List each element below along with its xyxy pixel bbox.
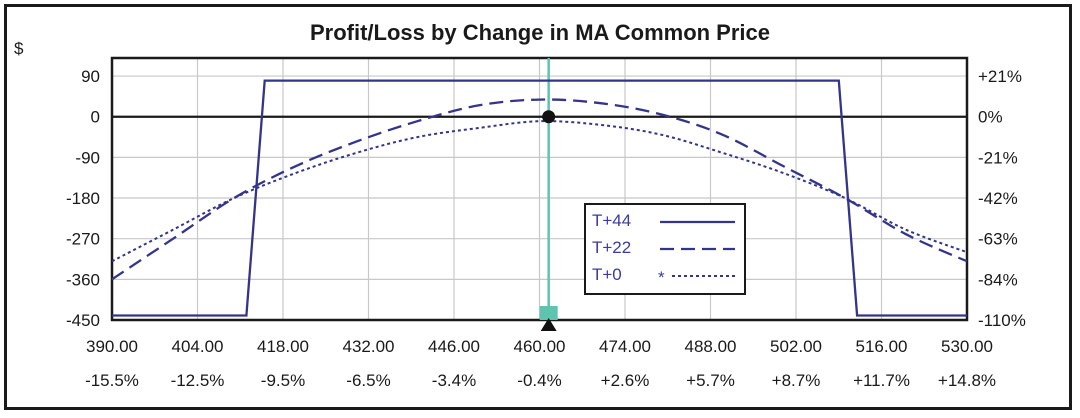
y-tick-pct-label: -42% [978,189,1018,208]
series-layer [111,58,968,320]
grid-layer [111,58,968,321]
x-tick-pct-label: -0.4% [517,371,561,390]
x-tick-pct-label: -12.5% [171,371,225,390]
x-tick-label: 530.00 [941,337,993,356]
x-tick-label: 516.00 [856,337,908,356]
y-tick-label: -360 [66,270,100,289]
x-tick-pct-label: +2.6% [601,371,650,390]
x-tick-pct-label: +5.7% [686,371,735,390]
y-tick-label: -450 [66,311,100,330]
current-price-dot [542,110,556,124]
y-tick-label: -270 [66,230,100,249]
legend-label-t44: T+44 [592,211,631,230]
x-tick-label: 418.00 [257,337,309,356]
y-tick-pct-label: 0% [978,108,1003,127]
legend-label-t22: T+22 [592,238,631,257]
y-tick-label: -180 [66,189,100,208]
x-tick-label: 390.00 [86,337,138,356]
legend-marker-t0: * [658,268,665,287]
x-tick-pct-label: +14.8% [938,371,996,390]
x-tick-pct-label: -15.5% [85,371,139,390]
axis-layer: 390.00 -15.5% 404.00 -12.5% 418.00 -9.5% 432.0… [66,56,1026,390]
legend-label-t0: T+0 [592,265,622,284]
x-tick-label: 474.00 [599,337,651,356]
legend: T+44 T+22 T+0 * [584,203,746,295]
y-tick-pct-label: -84% [978,270,1018,289]
y-tick-label: -90 [75,148,100,167]
y-tick-label: 0 [91,108,100,127]
marker-layer [539,110,558,331]
x-tick-pct-label: -9.5% [261,371,305,390]
current-price-square-marker [539,306,558,320]
x-tick-pct-label: +11.7% [853,371,910,390]
chart-title: Profit/Loss by Change in MA Common Price [310,20,770,45]
x-tick-label: 502.00 [770,337,822,356]
x-tick-pct-label: -3.4% [432,371,476,390]
y-tick-pct-label: -63% [978,230,1018,249]
y-tick-pct-label: -110% [978,311,1026,330]
x-tick-label: 446.00 [428,337,480,356]
x-tick-label: 432.00 [343,337,395,356]
x-tick-pct-label: -6.5% [346,371,390,390]
series-line-t22 [111,98,968,281]
y-axis-unit-label: $ [14,39,24,58]
y-tick-pct-label: +21% [978,67,1022,86]
plot-border [110,56,969,322]
x-tick-pct-label: +8.7% [772,371,821,390]
x-tick-label: 404.00 [172,337,224,356]
x-tick-label: 460.00 [514,337,566,356]
x-tick-label: 488.00 [685,337,737,356]
current-price-triangle-marker [540,318,557,331]
y-tick-label: 90 [81,67,100,86]
series-line-t44 [112,79,967,317]
y-tick-pct-label: -21% [978,148,1018,167]
